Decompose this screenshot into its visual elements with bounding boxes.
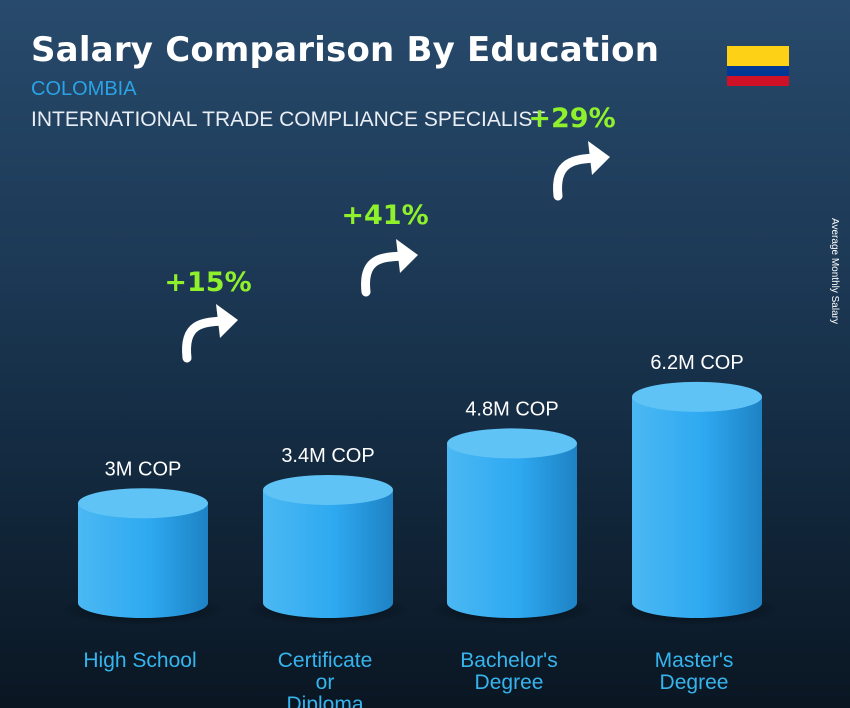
increase-arrow-head: [216, 304, 238, 338]
bar-top: [78, 488, 208, 519]
value-label: 4.8M COP: [465, 398, 558, 420]
bar-top: [447, 428, 577, 459]
bar-body: [632, 396, 762, 618]
bar-top: [632, 381, 762, 412]
increase-percent: +29%: [528, 103, 615, 134]
increase-percent: +15%: [164, 267, 251, 298]
colombia-flag-icon: [727, 46, 789, 86]
country-label: COLOMBIA: [31, 78, 137, 100]
job-title: INTERNATIONAL TRADE COMPLIANCE SPECIALIS…: [31, 108, 546, 131]
category-label: Master's Degree: [655, 649, 734, 694]
increase-percent: +41%: [341, 200, 428, 231]
value-label: 3M COP: [105, 458, 182, 480]
increase-arrow: [553, 153, 601, 201]
increase-arrow: [182, 316, 229, 363]
bar-body: [263, 489, 393, 618]
bar-body: [78, 503, 208, 618]
value-label: 3.4M COP: [281, 445, 374, 467]
bar-body: [447, 443, 577, 618]
bar-top: [263, 474, 393, 505]
increase-arrow-head: [396, 239, 418, 273]
value-label: 6.2M COP: [650, 352, 743, 374]
category-label: Bachelor's Degree: [460, 649, 557, 694]
category-label: High School: [83, 649, 196, 672]
y-axis-label: Average Monthly Salary: [829, 218, 840, 324]
increase-arrow-head: [588, 141, 610, 175]
chart-title: Salary Comparison By Education: [31, 30, 660, 70]
increase-arrow: [361, 251, 409, 297]
category-label: Certificate or Diploma: [278, 649, 373, 708]
